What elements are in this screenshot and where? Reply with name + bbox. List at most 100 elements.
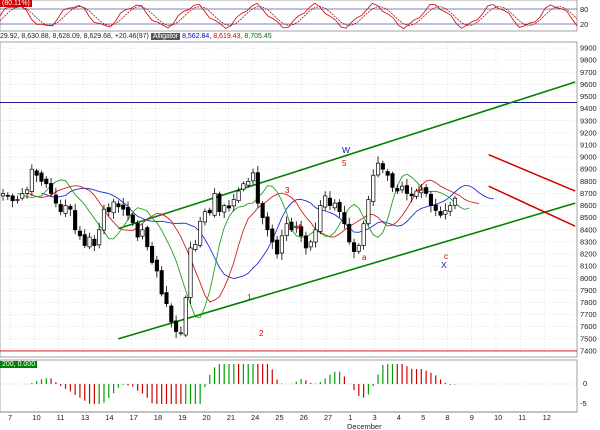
candle	[438, 211, 443, 216]
wave-labels: W X 1 2 3 4 5 a b c	[247, 145, 448, 338]
alligator-teeth-value: 8,619.43	[213, 33, 241, 40]
wave-label: 2	[259, 329, 264, 338]
candle	[20, 193, 25, 199]
price-grid	[0, 42, 577, 412]
candle	[87, 236, 92, 248]
price-tick-label: 9400	[580, 104, 597, 113]
candle	[323, 195, 328, 208]
price-tick-label: 7800	[580, 298, 597, 307]
price-tick-label: 9300	[580, 116, 597, 125]
x-tick-label: 21	[227, 413, 235, 422]
x-tick-label: 24	[251, 413, 259, 422]
candle	[53, 194, 58, 204]
stochastic-k-line	[0, 2, 578, 30]
candle	[342, 212, 347, 225]
ao-pane: 0 -5	[0, 359, 587, 413]
price-axis-ticks: 7400 7500 7600 7700 7800 7900 8000 8100 8200 8300…	[580, 44, 597, 356]
candle	[198, 220, 203, 246]
ao-histogram	[0, 364, 577, 404]
price-tick-label: 7700	[580, 310, 597, 319]
stochastic-d-line	[0, 6, 578, 26]
candle	[347, 223, 352, 243]
x-tick-label: 4	[397, 413, 401, 422]
price-tick-label: 7500	[580, 334, 597, 343]
candle	[303, 235, 308, 249]
candle	[404, 185, 409, 194]
price-tick-label: 8300	[580, 237, 597, 246]
alligator-lips-value: 8,705.45	[244, 33, 272, 40]
candle	[97, 229, 102, 246]
x-tick-label: 12	[543, 413, 551, 422]
candle	[130, 214, 135, 223]
candle	[294, 225, 299, 228]
candle	[366, 199, 371, 225]
wave-label: 5	[342, 159, 347, 168]
candle	[226, 205, 232, 209]
candle	[24, 189, 30, 194]
price-tick-label: 8200	[580, 250, 597, 259]
candle	[376, 162, 381, 176]
candle	[125, 207, 131, 216]
candle	[390, 173, 395, 188]
alligator-jaw-value: 8,562.84	[182, 33, 210, 40]
x-axis: 7 10 11 13 14 17 18 19 20 21 24 25 26 27 1 3 4 5 8 9 10 11 12 …	[0, 411, 577, 430]
indicator-name: Alligator	[150, 33, 181, 40]
price-tick-label: 8500	[580, 213, 597, 222]
candle	[111, 201, 116, 214]
price-tick-label: 8000	[580, 274, 597, 283]
price-tick-label: 8400	[580, 225, 597, 234]
ao-ytick-minus5: -5	[580, 399, 587, 408]
ao-title: 200, 0.000	[0, 361, 38, 368]
candle	[332, 202, 337, 209]
horizontal-levels	[0, 102, 577, 352]
ao-ytick-0: 0	[583, 379, 587, 388]
candle	[169, 305, 174, 323]
candle	[44, 178, 49, 185]
candle	[395, 188, 400, 192]
candle	[400, 185, 405, 191]
candle	[217, 193, 222, 212]
x-tick-label: 17	[130, 413, 138, 422]
x-tick-label: 11	[57, 413, 65, 422]
candle	[409, 193, 414, 197]
candle	[308, 241, 313, 248]
candle	[241, 183, 246, 190]
candlesticks	[0, 156, 458, 339]
ao-value: 200, 0.000	[0, 361, 38, 368]
price-tick-label: 8600	[580, 201, 597, 210]
candle	[385, 171, 390, 176]
x-tick-label: 20	[202, 413, 210, 422]
x-tick-label: 9	[470, 413, 474, 422]
stochastic-pane: 80 20	[0, 0, 588, 32]
candle	[419, 189, 424, 194]
falling-channel-lower	[488, 185, 576, 227]
candle	[77, 230, 82, 237]
falling-channel-upper	[488, 153, 576, 192]
candle	[116, 203, 121, 208]
stochastic-title: (80.11%)	[0, 0, 32, 7]
x-tick-label: 8	[445, 413, 449, 422]
wave-label: b	[418, 184, 423, 193]
wave-label: 1	[247, 293, 252, 302]
candle	[337, 202, 342, 212]
candle	[193, 243, 198, 251]
price-tick-label: 9600	[580, 80, 597, 89]
x-axis-labels: 7 10 11 13 14 17 18 19 20 21 24 25 26 27 1 3 4 5 8 9 10 11 12	[8, 413, 551, 422]
candle	[5, 194, 10, 197]
candle	[63, 205, 68, 214]
trend-channel-upper	[118, 81, 576, 230]
candle	[92, 238, 97, 246]
candle	[356, 245, 361, 252]
candle	[174, 320, 179, 332]
trend-channel-lower	[118, 202, 576, 340]
candle	[29, 168, 34, 192]
candle	[433, 204, 438, 211]
x-tick-label: 7	[8, 413, 12, 422]
candle	[207, 209, 212, 214]
wave-label: a	[362, 253, 367, 262]
price-tick-label: 7400	[580, 346, 597, 355]
candle	[270, 228, 275, 243]
candle	[73, 210, 78, 231]
candle	[289, 221, 294, 231]
